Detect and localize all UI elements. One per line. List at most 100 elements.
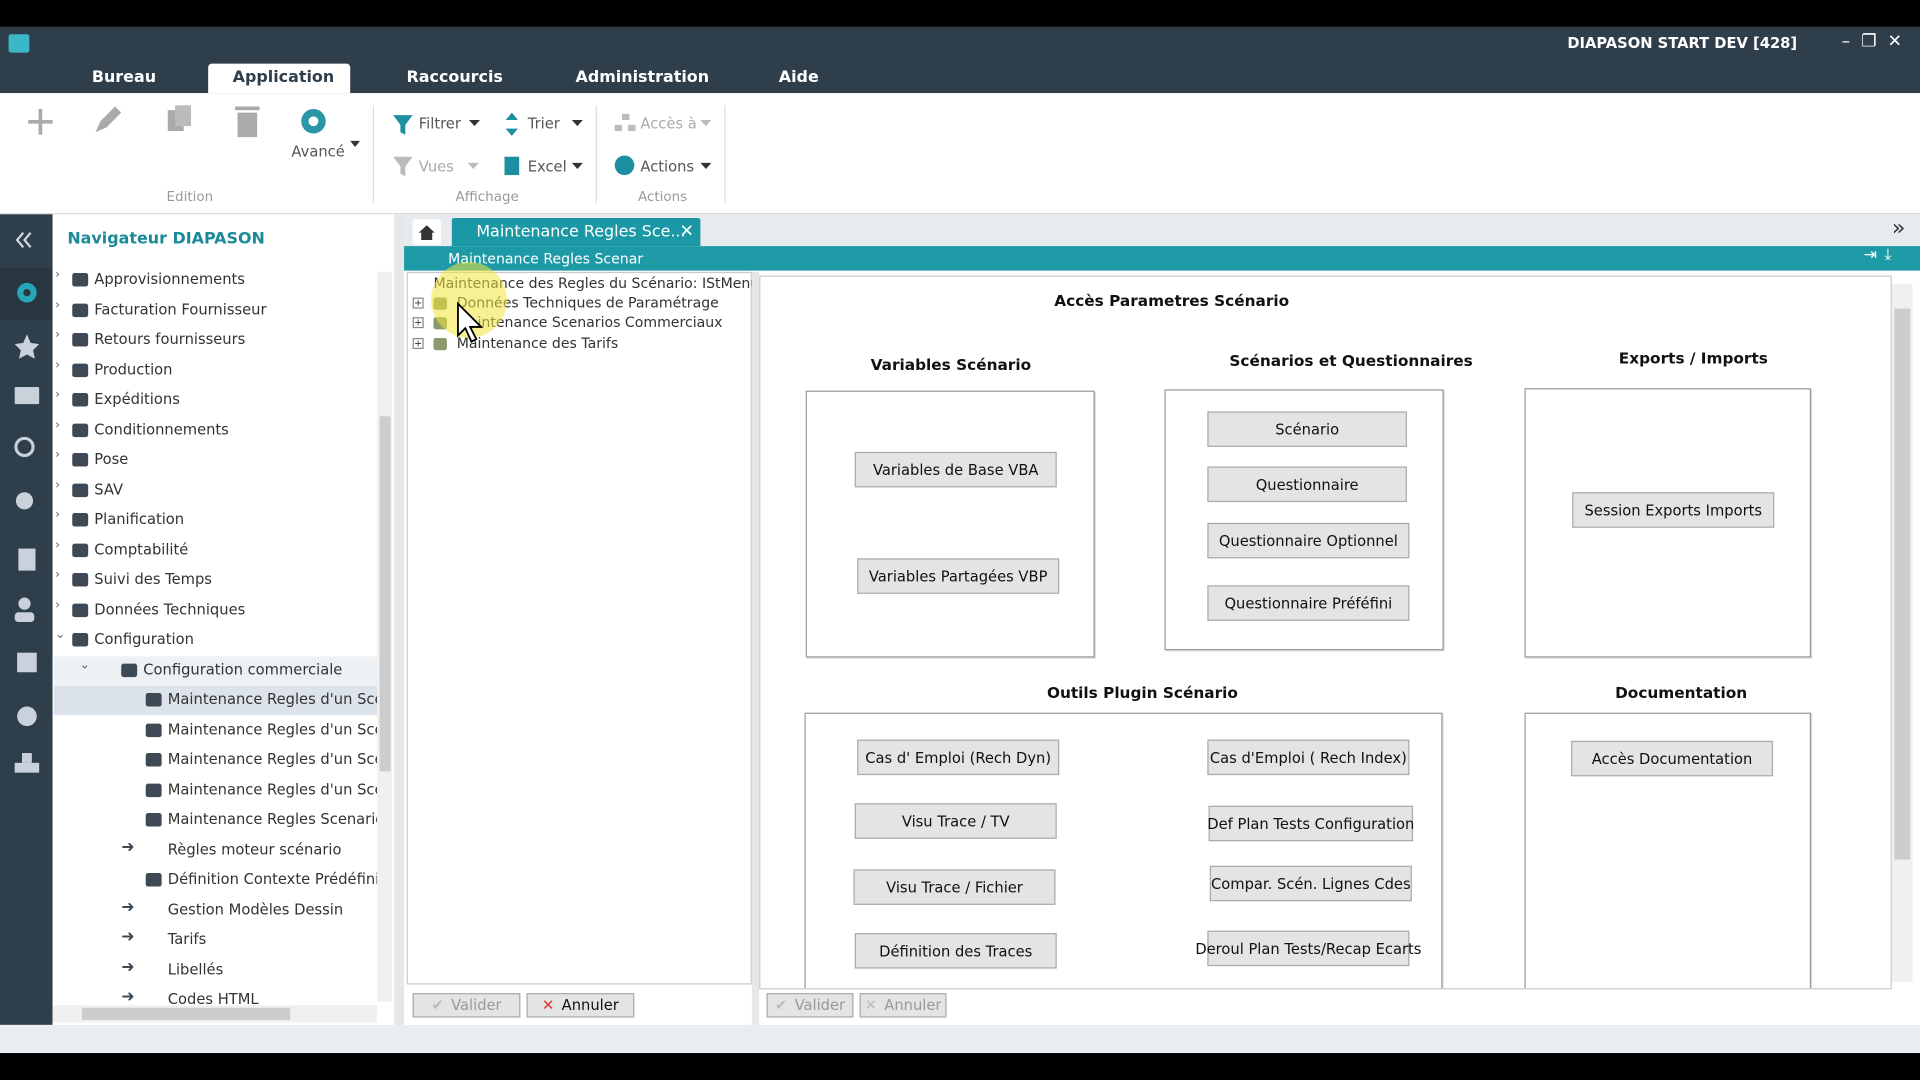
nav-item[interactable]: Maintenance Regles d'un Scenario (167, 720, 377, 738)
nav-item[interactable]: Configuration commerciale (143, 660, 343, 678)
nav-icon (72, 603, 89, 617)
expander[interactable]: › (55, 508, 60, 522)
ribbon-label[interactable]: Filtrer (418, 115, 461, 133)
cancel-button[interactable]: ✕ Annuler (859, 993, 947, 1018)
bottom-bar (0, 1053, 1920, 1080)
ribbon-label[interactable]: Vues (418, 157, 454, 176)
expander[interactable]: › (55, 388, 60, 402)
nav-arrow: ➜ (121, 928, 135, 947)
nav-item[interactable]: Expéditions (94, 390, 180, 408)
form-button[interactable]: Def Plan Tests Configuration (1207, 805, 1414, 842)
form-button[interactable]: Deroul Plan Tests/Recap Ecarts (1195, 930, 1421, 967)
nav-item[interactable]: Tarifs (167, 930, 207, 948)
scrollbar-thumb[interactable] (1894, 308, 1911, 860)
splitter[interactable] (751, 271, 760, 1025)
nav-item[interactable]: Retours fournisseurs (94, 330, 246, 348)
tree-root[interactable]: Maintenance des Regles du Scénario: IStM… (433, 274, 798, 292)
tree-expander[interactable]: + (412, 297, 424, 309)
expander[interactable]: › (55, 298, 60, 312)
document-tab[interactable] (451, 217, 701, 247)
form-button[interactable]: Définition des Traces (854, 933, 1057, 969)
nav-item[interactable]: Maintenance Regles d'un Scenario (167, 690, 377, 708)
ribbon-label[interactable]: Avancé (291, 143, 345, 161)
expander[interactable]: › (55, 358, 60, 372)
navigator-title: Navigateur DIAPASON (67, 230, 265, 249)
h-scrollbar-thumb[interactable] (82, 1007, 291, 1020)
splitter[interactable] (394, 214, 405, 1025)
tree-expander[interactable]: + (412, 337, 424, 349)
expander[interactable]: ⌄ (79, 658, 90, 672)
expander[interactable]: ⌄ (55, 628, 66, 642)
nav-item[interactable]: Codes HTML (167, 990, 259, 1006)
nav-item[interactable]: Gestion Modèles Dessin (167, 900, 344, 918)
tree-item[interactable]: Maintenance Scenarios Commerciaux (456, 313, 723, 331)
button-label: Valider (451, 996, 502, 1014)
form-button[interactable]: Session Exports Imports (1572, 492, 1775, 528)
nav-item[interactable]: Données Techniques (94, 600, 246, 618)
nav-item[interactable]: SAV (94, 480, 124, 498)
form-button[interactable]: Questionnaire Préféfini (1207, 585, 1410, 621)
nav-item[interactable]: Définition Contexte Prédéfini (167, 870, 378, 888)
tree-item[interactable]: Maintenance des Tarifs (456, 333, 619, 351)
ribbon-icons (28, 105, 726, 204)
document-tab-title[interactable]: Maintenance Regles Sce... (476, 222, 686, 242)
validate-button[interactable]: ✔ Valider (412, 993, 521, 1018)
cancel-button[interactable]: ✕ Annuler (526, 993, 635, 1018)
expander[interactable]: › (55, 328, 60, 342)
nav-item[interactable]: Conditionnements (94, 420, 229, 438)
nav-icon (146, 903, 162, 916)
menu-tab[interactable]: Bureau (91, 68, 157, 87)
nav-item[interactable]: Maintenance Regles Scenario (167, 810, 378, 828)
ribbon-label[interactable]: Excel (527, 157, 567, 176)
nav-icon (72, 423, 89, 437)
tab-close[interactable]: ✕ (679, 221, 694, 242)
scrollbar-thumb[interactable] (379, 416, 391, 772)
menu-tab[interactable]: Aide (778, 68, 819, 87)
window-controls[interactable]: –❐✕ (1841, 31, 1913, 52)
validate-button[interactable]: ✔ Valider (766, 993, 854, 1018)
expander[interactable]: › (55, 598, 60, 612)
ribbon-label[interactable]: Trier (527, 115, 560, 133)
form-button[interactable]: Compar. Scén. Lignes Cdes (1209, 865, 1412, 902)
expander[interactable]: › (55, 268, 60, 282)
form-button[interactable]: Scénario (1207, 411, 1407, 447)
tree-expander[interactable]: + (412, 317, 424, 329)
menu-tab[interactable]: Application (232, 68, 335, 87)
nav-item[interactable]: Maintenance Regles d'un Scenario (167, 780, 377, 798)
tabs-overflow[interactable]: » (1891, 215, 1906, 242)
nav-item[interactable]: Approvisionnements (94, 270, 245, 288)
form-button[interactable]: Visu Trace / TV (854, 803, 1057, 839)
menu-tab[interactable]: Administration (575, 68, 710, 87)
ribbon-label[interactable]: Actions (640, 157, 695, 176)
home-tab[interactable] (412, 219, 441, 245)
expander[interactable]: › (55, 538, 60, 552)
breadcrumb-tools[interactable]: ⇥⤓ (1863, 246, 1899, 265)
expander[interactable]: › (55, 448, 60, 462)
nav-item[interactable]: Pose (94, 450, 129, 468)
nav-item[interactable]: Suivi des Temps (94, 570, 212, 588)
nav-arrow: ➜ (121, 958, 135, 977)
nav-item[interactable]: Comptabilité (94, 540, 189, 558)
expander[interactable]: › (55, 418, 60, 432)
nav-item[interactable]: Production (94, 360, 173, 378)
nav-arrow: ➜ (121, 898, 135, 917)
form-button[interactable]: Cas d' Emploi (Rech Dyn) (857, 739, 1060, 776)
nav-item[interactable]: Règles moteur scénario (167, 840, 342, 858)
nav-item[interactable]: Planification (94, 510, 185, 528)
nav-item[interactable]: Maintenance Regles d'un Scenario (167, 750, 377, 768)
form-button[interactable]: Questionnaire Optionnel (1207, 522, 1410, 559)
form-button[interactable]: Accès Documentation (1571, 740, 1774, 777)
form-button[interactable]: Cas d'Emploi ( Rech Index) (1207, 739, 1410, 776)
form-button[interactable]: Variables Partagées VBP (857, 558, 1060, 594)
menu-tab[interactable]: Raccourcis (406, 68, 503, 87)
expander[interactable]: › (55, 568, 60, 582)
nav-item[interactable]: Libellés (167, 960, 224, 978)
expander[interactable]: › (55, 478, 60, 492)
tree-item[interactable]: Données Techniques de Paramétrage (456, 293, 719, 312)
form-button[interactable]: Variables de Base VBA (854, 451, 1057, 488)
form-button[interactable]: Questionnaire (1207, 466, 1407, 503)
ribbon-label[interactable]: Accès à (640, 115, 697, 133)
form-button[interactable]: Visu Trace / Fichier (853, 869, 1056, 905)
nav-item[interactable]: Configuration (94, 630, 194, 648)
nav-item[interactable]: Facturation Fournisseur (94, 300, 267, 318)
